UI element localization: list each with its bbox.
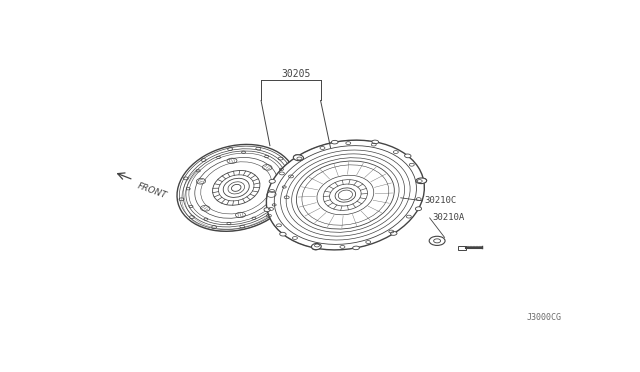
Ellipse shape [294, 155, 300, 158]
Ellipse shape [264, 208, 270, 212]
Ellipse shape [280, 232, 286, 236]
Ellipse shape [177, 144, 296, 231]
Ellipse shape [372, 140, 379, 144]
Ellipse shape [416, 178, 427, 184]
Text: 30205: 30205 [281, 69, 310, 79]
Ellipse shape [293, 155, 303, 161]
Ellipse shape [335, 188, 356, 202]
Ellipse shape [404, 154, 411, 158]
Ellipse shape [232, 185, 241, 191]
Ellipse shape [339, 190, 353, 200]
Ellipse shape [420, 179, 427, 182]
Text: 30210C: 30210C [425, 196, 457, 205]
Ellipse shape [266, 140, 424, 250]
Text: FRONT: FRONT [136, 181, 168, 200]
Ellipse shape [269, 179, 275, 183]
Ellipse shape [353, 246, 360, 250]
Ellipse shape [332, 140, 338, 144]
Text: J3000CG: J3000CG [526, 314, 561, 323]
Text: 30210A: 30210A [432, 214, 465, 222]
Ellipse shape [312, 243, 321, 250]
Ellipse shape [312, 246, 319, 250]
Ellipse shape [390, 232, 397, 235]
Ellipse shape [415, 207, 422, 211]
